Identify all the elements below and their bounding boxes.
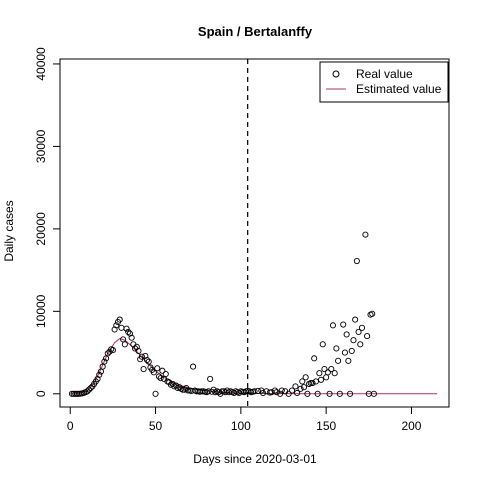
data-point — [294, 389, 301, 397]
data-point — [350, 337, 357, 344]
data-point — [101, 358, 108, 365]
data-point — [143, 356, 151, 364]
data-point — [331, 370, 338, 377]
real-series — [68, 231, 377, 397]
data-point — [96, 371, 103, 378]
data-point — [352, 316, 359, 323]
data-point — [299, 378, 306, 385]
legend-label-real: Real value — [356, 67, 413, 81]
data-point — [85, 386, 93, 393]
legend: Real value Estimated value — [319, 61, 449, 103]
data-point — [362, 231, 369, 238]
data-point — [152, 390, 159, 397]
data-point — [207, 375, 214, 383]
data-point — [316, 370, 323, 377]
data-point — [364, 333, 371, 340]
data-point — [271, 387, 279, 394]
y-tick-label: 20000 — [34, 212, 48, 246]
data-point — [123, 325, 130, 332]
data-point — [292, 383, 299, 390]
data-point — [121, 341, 128, 348]
data-point — [345, 357, 352, 364]
data-point — [335, 357, 342, 364]
data-point — [116, 316, 123, 323]
data-point — [140, 366, 147, 373]
y-tick-label: 10000 — [34, 294, 48, 328]
data-point — [357, 341, 364, 348]
data-point — [159, 367, 166, 374]
data-point — [297, 385, 304, 392]
data-point — [340, 321, 347, 328]
data-point — [319, 341, 326, 348]
y-axis-label: Daily cases — [2, 200, 16, 261]
data-point — [329, 322, 337, 329]
data-point — [309, 380, 316, 387]
x-tick-label: 100 — [231, 419, 251, 433]
y-tick-label: 30000 — [34, 129, 48, 163]
x-axis-label: Days since 2020-03-01 — [193, 452, 317, 466]
data-point — [278, 387, 285, 394]
data-point — [314, 390, 321, 397]
data-point — [84, 388, 91, 395]
x-tick-label: 50 — [149, 419, 163, 433]
data-point — [87, 384, 94, 392]
data-point — [369, 310, 376, 317]
data-point — [113, 322, 120, 329]
data-point — [157, 375, 164, 382]
data-point — [277, 390, 284, 397]
data-point — [300, 384, 308, 391]
legend-box — [319, 61, 449, 103]
data-point — [162, 370, 169, 378]
chart-title: Spain / Bertalanffy — [198, 24, 313, 39]
legend-marker-real — [332, 70, 340, 78]
data-point — [190, 363, 197, 370]
data-point — [336, 390, 343, 397]
data-point — [328, 366, 335, 373]
legend-label-estimated: Estimated value — [356, 82, 442, 96]
data-point — [341, 349, 348, 356]
data-point — [311, 355, 318, 362]
data-point — [317, 376, 325, 383]
x-tick-label: 200 — [401, 419, 421, 433]
data-point — [288, 387, 296, 394]
data-point — [155, 373, 163, 380]
y-tick-label: 0 — [34, 390, 48, 397]
data-point — [251, 388, 258, 395]
data-point — [154, 365, 161, 372]
data-point — [348, 347, 355, 354]
axis-ticks: 0 50 100 150 200 0 10000 20000 30000 40000 — [34, 47, 422, 433]
data-point — [254, 387, 261, 394]
x-tick-label: 0 — [67, 419, 74, 433]
data-point — [125, 328, 132, 336]
data-point — [145, 358, 152, 365]
data-point — [355, 328, 362, 336]
x-tick-label: 150 — [316, 419, 336, 433]
data-point — [109, 347, 116, 354]
data-point — [104, 350, 111, 357]
y-tick-label: 40000 — [34, 47, 48, 81]
data-point — [150, 369, 157, 376]
data-point — [326, 390, 333, 397]
data-point — [259, 389, 267, 397]
data-point — [184, 387, 192, 394]
data-point — [353, 257, 360, 265]
data-point — [358, 324, 366, 331]
data-point — [321, 366, 328, 373]
data-point — [135, 347, 142, 354]
data-point — [346, 390, 354, 397]
data-point — [304, 390, 311, 397]
data-point — [302, 374, 309, 381]
data-point — [285, 390, 292, 397]
data-point — [128, 334, 135, 341]
data-point — [343, 331, 350, 338]
data-point — [138, 353, 145, 360]
data-point — [370, 390, 377, 397]
data-point — [324, 369, 331, 376]
data-point — [333, 345, 340, 352]
